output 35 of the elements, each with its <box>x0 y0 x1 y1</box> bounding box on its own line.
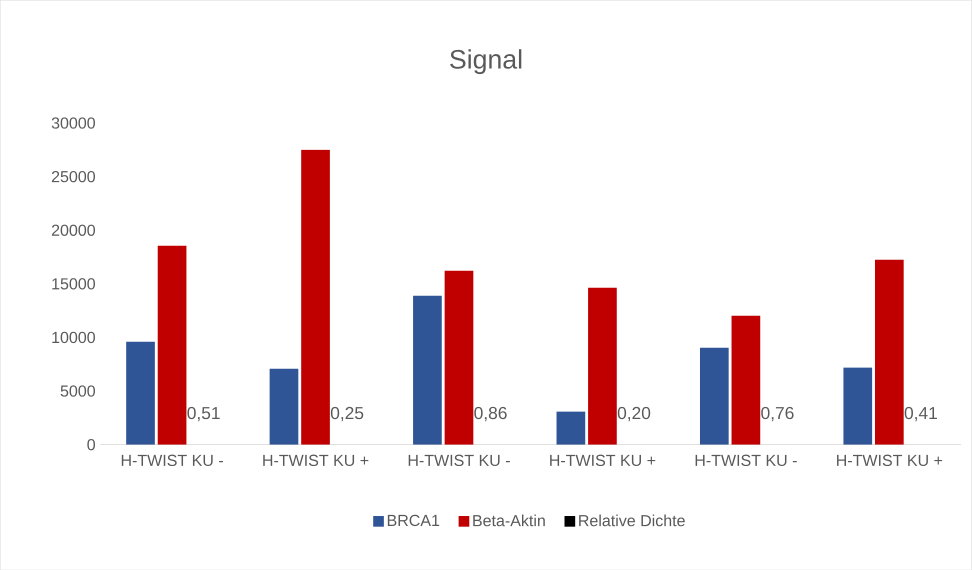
y-tick-label: 25000 <box>52 170 96 182</box>
x-tick-label: H-TWIST KU - <box>122 454 223 466</box>
data-label: 0,51 <box>187 406 220 422</box>
x-tick-label: H-TWIST KU - <box>408 454 510 466</box>
bar <box>700 348 729 444</box>
x-tick-label: H-TWIST KU + <box>263 454 368 466</box>
y-tick-label: 10000 <box>52 332 96 343</box>
x-tick-label: H-TWIST KU + <box>837 454 942 466</box>
legend-label: BRCA1 <box>388 514 440 526</box>
bar <box>874 260 904 444</box>
data-label: 0,25 <box>330 406 364 422</box>
legend-label: Relative Dichte <box>579 514 685 526</box>
data-label: 0,76 <box>761 406 794 422</box>
x-tick-label: H-TWIST KU - <box>696 454 797 466</box>
bar <box>588 288 617 444</box>
bar <box>270 368 298 444</box>
y-tick-label: 30000 <box>52 117 96 129</box>
bar <box>301 150 330 444</box>
bar <box>556 411 586 444</box>
bar <box>843 368 872 444</box>
bar <box>732 316 760 444</box>
data-label: 0,41 <box>904 406 937 422</box>
y-tick-label: 15000 <box>52 278 96 290</box>
data-label: 0,20 <box>618 406 650 422</box>
data-label: 0,86 <box>474 406 507 422</box>
bar <box>444 270 474 444</box>
legend-label: Beta-Aktin <box>473 514 545 526</box>
x-tick-label: H-TWIST KU + <box>550 454 656 466</box>
y-tick-label: 20000 <box>52 224 96 236</box>
y-tick-label: 0 <box>87 438 96 450</box>
y-tick-label: 5000 <box>60 385 96 397</box>
bar <box>126 342 155 444</box>
bar <box>413 296 442 444</box>
bar <box>158 246 186 444</box>
chart-title: Signal <box>450 49 522 74</box>
